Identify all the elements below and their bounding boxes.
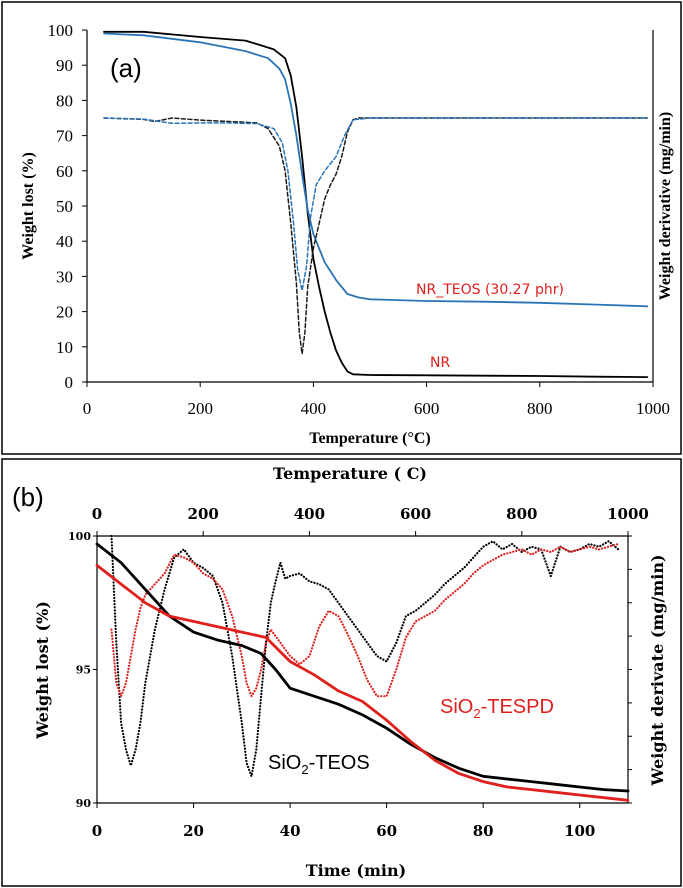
panel-b-y-axis-title: Weight lost (%) xyxy=(33,601,52,740)
panel-b-frame xyxy=(1,458,682,887)
series-sio2-teos-derivative-line xyxy=(110,534,620,778)
annotation-sio2-tespd: SiO2-TESPD xyxy=(440,696,554,721)
panel-a-x-tick-label: 800 xyxy=(527,399,553,418)
panel-b-x-tick-label: 0 xyxy=(92,822,102,840)
panel-a-x-tick-label: 1000 xyxy=(636,399,670,418)
panel-a-frame xyxy=(1,1,682,455)
panel-a-y-tick-label: 20 xyxy=(56,303,73,322)
series-nr-weight-line xyxy=(103,30,649,378)
series-nr-teos-weight-line xyxy=(103,32,649,308)
panel-a-y-tick-label: 70 xyxy=(56,127,73,146)
panel-b-top-tick-label: 0 xyxy=(92,505,102,523)
panel-b-x-tick-label: 40 xyxy=(280,822,301,840)
panel-a-y-tick-label: 100 xyxy=(48,21,74,40)
series-nr-derivative-line xyxy=(103,117,649,355)
panel-a-y-tick-label: 30 xyxy=(56,267,73,286)
panel-a-y2-axis-title: Weight derivative (mg/min) xyxy=(657,112,674,300)
panel-b-y-tick-label: 100 xyxy=(68,530,91,543)
panel-a-y-tick-label: 90 xyxy=(56,56,73,75)
panel-a-x-tick-label: 0 xyxy=(83,399,92,418)
panel-a-series xyxy=(103,30,649,378)
panel-a-y-tick-label: 0 xyxy=(65,373,74,392)
panel-a-y-tick-label: 80 xyxy=(56,91,73,110)
series-sio2-tespd-weight-line xyxy=(95,564,630,802)
panel-a-y-tick-label: 10 xyxy=(56,338,73,357)
panel-a-x-axis-title: Temperature (°C) xyxy=(309,430,430,447)
panel-b-top-tick-label: 1000 xyxy=(607,505,649,523)
panel-b-top-tick-label: 200 xyxy=(188,505,219,523)
panel-a-y-tick-label: 40 xyxy=(56,232,73,251)
panel-a-y-tick-label: 50 xyxy=(56,197,73,216)
annotation-sio2-teos: SiO2-TEOS xyxy=(268,752,370,777)
panel-b-letter: (b) xyxy=(12,482,44,512)
panel-b-x-axis-title: Time (min) xyxy=(306,861,406,880)
panel-b-y-tick-label: 90 xyxy=(76,797,92,810)
panel-b-x-tick-label: 100 xyxy=(564,822,595,840)
panel-a-y-tick-label: 60 xyxy=(56,162,73,181)
panel-b-top-axis-title: Temperature ( C) xyxy=(273,464,427,483)
panel-a-letter: (a) xyxy=(110,53,142,83)
panel-a-x-tick-label: 600 xyxy=(414,399,440,418)
annotation-nr: NR xyxy=(430,355,450,371)
panel-b-y-tick-label: 95 xyxy=(76,664,91,677)
panel-b-x-tick-label: 60 xyxy=(376,822,397,840)
panel-b-x-tick-label: 20 xyxy=(183,822,204,840)
panel-a-x-tick-label: 400 xyxy=(301,399,327,418)
panel-b-series xyxy=(95,534,630,802)
annotation-nr-teos: NR_TEOS (30.27 phr) xyxy=(416,282,564,298)
panel-b-top-tick-label: 800 xyxy=(506,505,537,523)
panel-a-x-tick-label: 200 xyxy=(187,399,213,418)
panel-b-x-tick-label: 80 xyxy=(473,822,494,840)
panel-b-top-tick-label: 600 xyxy=(400,505,431,523)
panel-b-y2-axis-title: Weight derivate (mg/min) xyxy=(648,554,667,786)
series-sio2-teos-weight-line xyxy=(95,542,630,793)
panel-a-y-axis-title: Weight lost (%) xyxy=(20,152,37,260)
series-nr-teos-derivative-line xyxy=(103,117,649,292)
panel-b-top-tick-label: 400 xyxy=(294,505,325,523)
series-sio2-tespd-derivative-line xyxy=(110,542,620,698)
